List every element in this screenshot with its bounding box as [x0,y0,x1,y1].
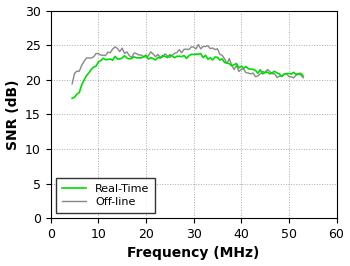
Off-line [248,72,253,76]
Line: Real-Time: Real-Time [72,54,303,98]
Off-line [180,51,184,54]
Off-line [89,56,93,60]
Off-line [84,56,89,60]
Off-line [70,82,74,85]
Real-Time [201,56,205,59]
Off-line [201,45,205,48]
Real-Time [180,55,184,58]
Off-line [301,76,305,80]
Real-Time [199,52,203,55]
X-axis label: Frequency (MHz): Frequency (MHz) [127,246,260,260]
Real-Time [248,68,253,71]
Real-Time [218,58,222,61]
Real-Time [89,68,93,71]
Real-Time [84,74,89,77]
Real-Time [301,74,305,78]
Y-axis label: SNR (dB): SNR (dB) [6,79,20,149]
Line: Off-line: Off-line [72,44,303,84]
Off-line [218,53,222,56]
Legend: Real-Time, Off-line: Real-Time, Off-line [56,178,155,213]
Real-Time [70,97,74,100]
Off-line [196,43,201,46]
